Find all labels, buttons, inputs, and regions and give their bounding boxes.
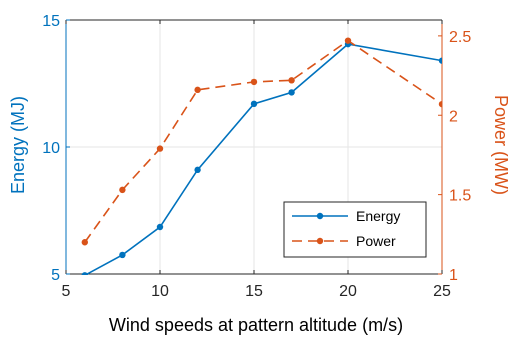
data-point-power	[250, 78, 258, 86]
data-point-energy	[438, 57, 442, 64]
legend-box	[283, 201, 427, 258]
y-axis-left-label: Energy (MJ)	[8, 96, 28, 194]
legend-power-label: Power	[356, 233, 396, 249]
data-point-energy	[250, 100, 258, 108]
x-tick-label: 15	[245, 283, 263, 300]
legend-energy-marker	[316, 212, 324, 220]
legend-energy-label: Energy	[356, 208, 400, 224]
y-right-tick-label: 1.5	[449, 188, 471, 205]
data-point-energy	[119, 251, 126, 259]
data-point-power	[81, 239, 89, 246]
y-left-tick-label: 10	[42, 140, 60, 157]
y-right-tick-label: 1	[449, 267, 458, 284]
y-left-tick-label: 5	[51, 267, 60, 284]
data-point-power	[288, 77, 295, 84]
data-point-power	[438, 100, 442, 108]
data-point-power	[119, 186, 126, 194]
series-line-energy	[84, 43, 442, 275]
data-point-power	[194, 86, 201, 94]
series-layer	[81, 37, 442, 275]
y-right-tick-label: 2	[449, 108, 458, 125]
data-point-energy	[81, 272, 88, 275]
data-point-power	[344, 37, 352, 44]
x-tick-label: 25	[433, 283, 451, 300]
data-point-energy	[288, 89, 295, 96]
series-line-power	[84, 39, 442, 243]
x-tick-label: 5	[62, 283, 71, 300]
data-point-power	[156, 145, 164, 152]
data-point-energy	[156, 223, 164, 231]
y-right-tick-label: 2.5	[449, 29, 471, 46]
tick-labels: 5 10 15 20 25 5 10 15 1 1.5 2 2.5	[42, 13, 471, 300]
legend-power-marker	[316, 237, 324, 245]
axes	[65, 19, 443, 275]
y-axis-right-label: Power (MW)	[491, 95, 508, 195]
x-tick-label: 10	[151, 283, 169, 300]
legend: Energy Power	[283, 201, 427, 258]
x-tick-label: 20	[339, 283, 357, 300]
y-left-tick-label: 15	[42, 13, 60, 30]
x-axis-label: Wind speeds at pattern altitude (m/s)	[109, 315, 403, 335]
data-point-energy	[194, 166, 201, 174]
